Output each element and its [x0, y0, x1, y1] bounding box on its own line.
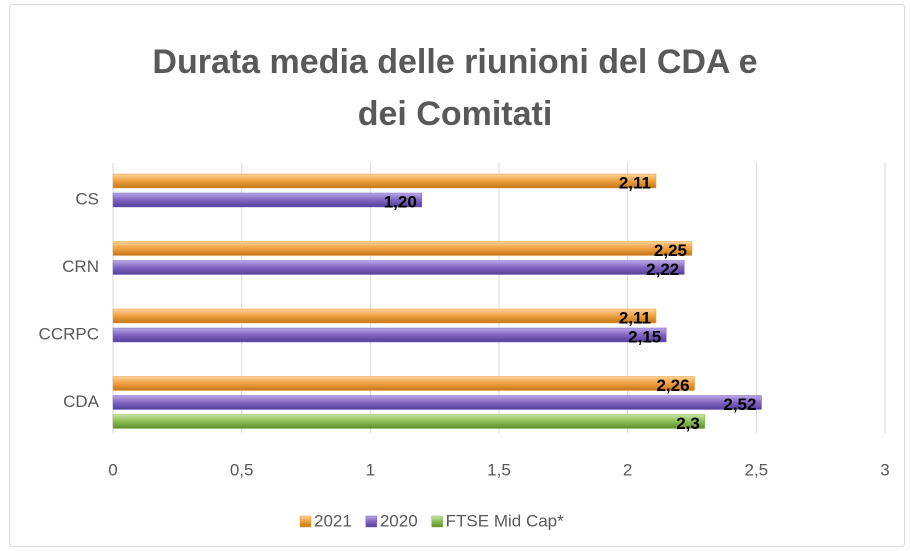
value-label: 2,22 — [646, 260, 679, 279]
chart-border — [9, 4, 905, 547]
x-tick-label: 2,5 — [745, 460, 769, 479]
chart-title: Durata media delle riunioni del CDA e de… — [152, 43, 758, 133]
bar — [112, 260, 685, 275]
bar — [112, 192, 423, 208]
bar — [112, 241, 693, 256]
legend-label: 2020 — [380, 511, 418, 530]
value-label: 2,11 — [619, 173, 651, 192]
bar — [112, 173, 657, 189]
legend-swatch — [365, 515, 378, 528]
bar — [112, 308, 657, 324]
value-label: 2,15 — [628, 327, 661, 346]
bar — [112, 327, 667, 343]
y-tick-label: CDA — [63, 392, 100, 411]
value-label: 2,52 — [723, 395, 756, 414]
x-tick-label: 3 — [880, 460, 889, 479]
y-tick-label: CRN — [62, 257, 99, 276]
legend-label: 2021 — [314, 511, 352, 530]
legend-swatch — [431, 515, 443, 528]
legend-label: FTSE Mid Cap* — [446, 511, 564, 530]
value-label: 2,25 — [654, 241, 687, 260]
legend-swatch — [299, 515, 312, 528]
x-tick-label: 0,5 — [230, 460, 254, 479]
y-tick-label: CCRPC — [39, 324, 99, 343]
bar — [112, 414, 706, 429]
x-tick-label: 1 — [366, 460, 375, 479]
bar — [112, 376, 695, 391]
value-label: 2,3 — [676, 414, 700, 433]
value-label: 2,26 — [656, 376, 689, 395]
value-label: 2,11 — [619, 308, 651, 327]
x-tick-label: 1,5 — [487, 460, 511, 479]
x-tick-label: 0 — [108, 460, 117, 479]
value-label: 1,20 — [384, 192, 417, 211]
y-tick-label: CS — [75, 189, 99, 208]
x-tick-label: 2 — [623, 460, 632, 479]
bar — [112, 395, 762, 410]
